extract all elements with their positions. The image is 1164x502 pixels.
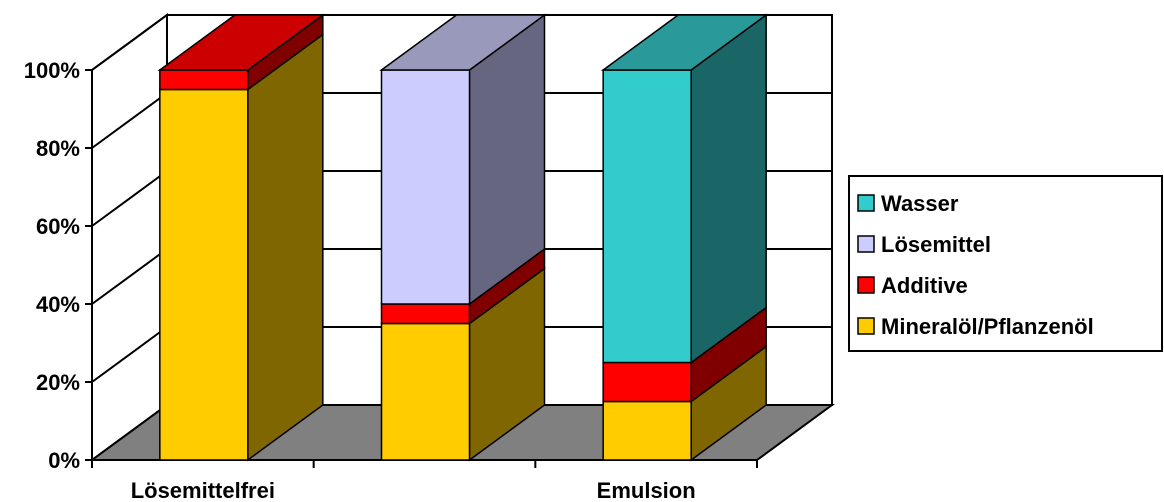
bar-segment — [379, 13, 547, 306]
bar-front — [380, 303, 471, 325]
bar-front — [159, 88, 249, 461]
bar-segment — [380, 247, 546, 325]
legend-label: Lösemittel — [881, 232, 991, 257]
bar-segment — [602, 345, 767, 462]
bar-top — [157, 14, 326, 71]
bar-front — [602, 400, 692, 461]
y-tick-label: 100% — [24, 58, 80, 83]
legend: Wasser Lösemittel Additive Mineralöl/Pflanz… — [848, 175, 1163, 352]
bars — [157, 13, 769, 462]
bar-segment — [600, 13, 769, 364]
legend-swatch — [857, 194, 875, 212]
legend-item: Lösemittel — [857, 232, 991, 257]
legend-label: Additive — [881, 273, 968, 298]
bar-front — [380, 69, 471, 305]
bar-side — [690, 13, 767, 364]
bar-front — [602, 361, 692, 403]
bar-front — [159, 69, 249, 91]
bar-front — [602, 69, 692, 364]
y-tick-label: 80% — [36, 136, 80, 161]
gridline — [91, 14, 832, 71]
y-tick-label: 0% — [48, 448, 80, 473]
x-category-label: Lösemittelfrei — [131, 478, 275, 502]
bar-top — [600, 14, 769, 71]
bar-top — [379, 14, 547, 71]
legend-item: Wasser — [857, 191, 959, 216]
bar-segment — [159, 33, 324, 462]
legend-label: Wasser — [881, 191, 959, 216]
y-tick-label: 20% — [36, 370, 80, 395]
bar-front — [380, 322, 471, 461]
legend-item: Mineralöl/Pflanzenöl — [857, 314, 1094, 339]
y-axis-tick-labels: 0% 20% 40% 60% 80% 100% — [24, 58, 80, 473]
bar-segment — [157, 13, 326, 91]
legend-swatch — [857, 276, 875, 294]
legend-swatch — [857, 235, 875, 253]
y-tick-label: 60% — [36, 214, 80, 239]
x-category-label: Emulsion — [597, 478, 696, 502]
side-wall — [91, 13, 168, 462]
legend-label: Mineralöl/Pflanzenöl — [881, 314, 1094, 339]
bar-segment — [602, 306, 767, 403]
bar-side — [247, 33, 324, 462]
legend-item: Additive — [857, 273, 968, 298]
legend-box — [848, 175, 1163, 352]
y-tick-label: 40% — [36, 292, 80, 317]
bar-segment — [380, 267, 546, 462]
legend-swatch — [857, 317, 875, 335]
x-axis-category-labels: Lösemittelfrei Emulsion — [131, 478, 696, 502]
